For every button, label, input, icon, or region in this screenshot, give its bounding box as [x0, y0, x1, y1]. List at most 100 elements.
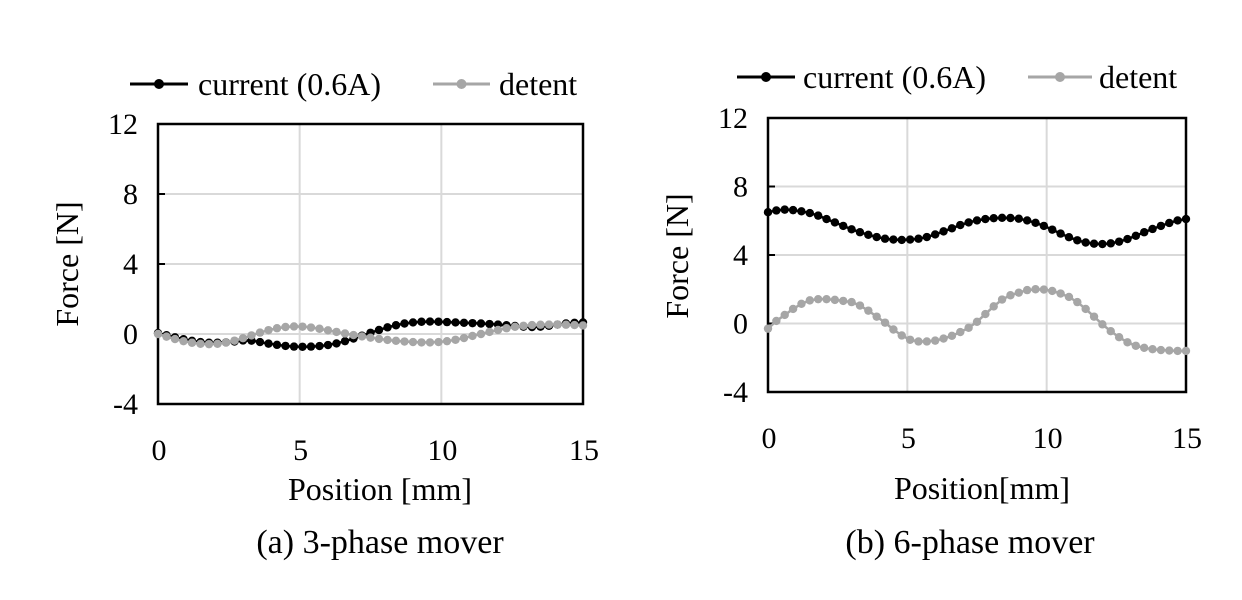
legend-label: current (0.6A): [803, 59, 986, 95]
data-point: [264, 325, 273, 335]
data-point: [956, 220, 965, 230]
data-point: [442, 317, 452, 327]
data-point: [434, 317, 443, 326]
data-point: [1123, 338, 1132, 347]
data-point: [914, 234, 923, 243]
data-point: [1106, 327, 1115, 336]
data-point: [230, 336, 239, 345]
data-point: [864, 306, 873, 315]
legend-marker: [154, 79, 164, 89]
data-point: [956, 327, 965, 337]
data-point: [889, 325, 898, 334]
data-point: [772, 316, 781, 326]
data-point: [939, 334, 948, 343]
data-point: [289, 322, 299, 331]
data-point: [947, 224, 957, 233]
data-point: [805, 208, 814, 218]
data-point: [788, 205, 798, 215]
x-tick-label: 5: [901, 422, 916, 455]
data-point: [400, 319, 409, 328]
data-point: [1064, 232, 1074, 242]
panel-caption: (b) 6-phase mover: [845, 524, 1095, 561]
data-point: [1140, 343, 1149, 353]
data-point: [544, 320, 554, 329]
data-point: [897, 235, 906, 245]
data-point: [196, 339, 205, 348]
x-tick-label: 15: [1172, 422, 1202, 455]
y-tick-label: 8: [123, 178, 138, 211]
data-point: [459, 318, 469, 327]
data-point: [964, 218, 973, 227]
data-point: [981, 214, 990, 224]
legend: current (0.6A) detent: [737, 59, 1177, 95]
data-point: [1081, 304, 1090, 314]
data-point: [153, 329, 163, 339]
data-point: [839, 221, 848, 231]
data-point: [905, 235, 915, 244]
data-point: [383, 335, 392, 345]
data-point: [332, 339, 341, 348]
data-point: [213, 339, 222, 348]
data-point: [485, 327, 494, 337]
data-point: [1181, 346, 1191, 356]
data-point: [1181, 214, 1191, 224]
data-point: [847, 225, 856, 234]
data-point: [349, 330, 358, 340]
data-point: [298, 342, 307, 351]
data-point: [797, 299, 806, 309]
data-point: [204, 339, 214, 349]
data-point: [914, 337, 923, 346]
y-axis-label: Force [N]: [49, 201, 85, 326]
data-point: [830, 218, 840, 227]
data-point: [772, 206, 781, 215]
data-point: [578, 321, 588, 330]
data-point: [997, 295, 1007, 304]
data-point: [510, 322, 520, 332]
data-point: [1056, 229, 1065, 238]
data-point: [763, 207, 773, 217]
panel-caption: (a) 3-phase mover: [256, 524, 504, 561]
series-current: [763, 205, 1191, 249]
data-point: [417, 338, 426, 347]
data-point: [425, 317, 435, 326]
data-point: [880, 318, 890, 327]
data-point: [561, 320, 571, 329]
data-point: [162, 332, 171, 341]
data-point: [1073, 236, 1082, 245]
data-point: [476, 319, 486, 328]
data-point: [1022, 216, 1032, 225]
data-point: [315, 341, 324, 351]
data-point: [897, 331, 906, 340]
data-point: [408, 337, 418, 347]
data-point: [1039, 221, 1049, 231]
y-tick-label: 4: [733, 239, 748, 272]
data-point: [763, 324, 773, 333]
legend: current (0.6A) detent: [130, 66, 577, 102]
data-point: [797, 207, 806, 216]
data-point: [1073, 297, 1082, 307]
y-tick-label: 4: [123, 248, 138, 281]
data-point: [1165, 346, 1174, 355]
data-point: [553, 320, 562, 329]
y-tick-label: 8: [733, 171, 748, 204]
y-tick-label: 0: [123, 318, 138, 351]
x-tick-label: 0: [152, 434, 167, 467]
data-point: [281, 341, 290, 351]
data-point: [805, 296, 814, 305]
data-point: [1123, 234, 1132, 244]
data-point: [400, 337, 409, 346]
data-point: [323, 340, 333, 350]
data-point: [855, 301, 865, 310]
data-point: [1081, 238, 1090, 247]
data-point: [1014, 214, 1023, 223]
data-point: [1006, 213, 1015, 223]
data-point: [408, 318, 418, 327]
data-point: [972, 317, 982, 326]
data-point: [1131, 341, 1141, 350]
data-point: [1114, 333, 1124, 342]
data-point: [519, 321, 528, 330]
data-point: [298, 322, 307, 331]
data-point: [1022, 285, 1032, 295]
data-point: [880, 234, 890, 243]
data-point: [374, 334, 384, 344]
